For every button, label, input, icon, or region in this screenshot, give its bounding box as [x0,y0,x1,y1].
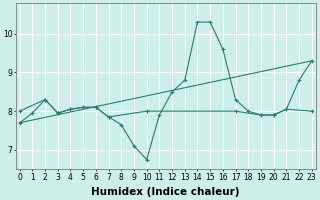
X-axis label: Humidex (Indice chaleur): Humidex (Indice chaleur) [92,187,240,197]
